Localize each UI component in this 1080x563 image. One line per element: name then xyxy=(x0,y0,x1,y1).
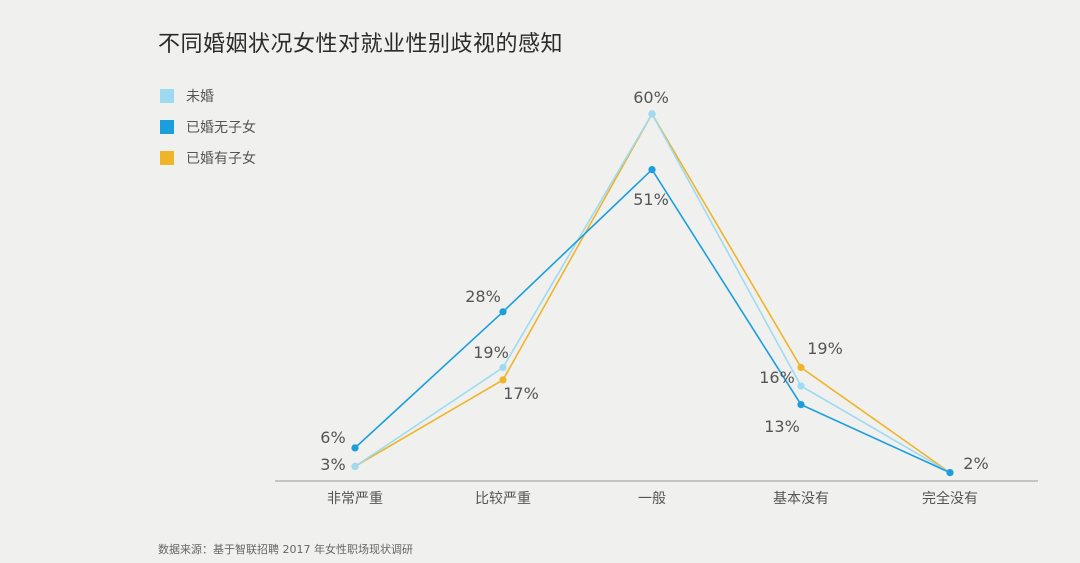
source-note: 数据来源：基于智联招聘 2017 年女性职场现状调研 xyxy=(158,543,413,556)
legend-item-unmarried: 未婚 xyxy=(160,80,256,111)
data-label: 19% xyxy=(473,343,509,362)
x-tick-label: 比较严重 xyxy=(475,491,531,507)
legend-label-unmarried: 未婚 xyxy=(186,88,214,105)
series-line-1 xyxy=(354,168,951,474)
data-point xyxy=(648,166,656,174)
data-point xyxy=(499,363,507,372)
legend-item-married-no-children: 已婚无子女 xyxy=(160,111,256,142)
data-label: 16% xyxy=(759,368,795,387)
legend-label-married-with-children: 已婚有子女 xyxy=(186,150,256,167)
legend-swatch-married-with-children xyxy=(160,150,174,165)
data-label: 28% xyxy=(465,287,501,306)
data-point xyxy=(946,469,954,477)
data-point xyxy=(648,110,656,118)
data-label: 6% xyxy=(320,428,345,447)
data-label: 17% xyxy=(503,384,539,403)
data-label: 13% xyxy=(764,417,800,436)
data-point xyxy=(351,444,359,452)
data-label: 2% xyxy=(963,454,988,473)
data-point xyxy=(797,382,805,390)
data-labels: 6% 3% 28% 19% 17% 60% 51% 19% 16% 13% 2% xyxy=(320,88,988,474)
x-tick-labels: 非常严重 比较严重 一般 基本没有 完全没有 xyxy=(327,490,978,507)
legend-label-married-no-children: 已婚无子女 xyxy=(186,119,256,136)
legend-swatch-married-no-children xyxy=(160,119,174,134)
x-tick-label: 非常严重 xyxy=(327,491,383,507)
series-points xyxy=(351,110,954,477)
x-tick-label: 基本没有 xyxy=(773,490,829,507)
data-point xyxy=(797,363,805,372)
data-label: 51% xyxy=(633,190,669,209)
data-point xyxy=(499,308,507,316)
data-label: 19% xyxy=(807,339,843,358)
x-tick-label: 完全没有 xyxy=(922,490,978,507)
legend: 未婚 已婚无子女 已婚有子女 xyxy=(160,80,256,173)
legend-swatch-unmarried xyxy=(160,88,174,103)
data-point xyxy=(351,462,359,470)
data-point xyxy=(499,376,507,384)
data-label: 3% xyxy=(320,455,345,474)
data-label: 60% xyxy=(633,88,669,107)
legend-item-married-with-children: 已婚有子女 xyxy=(160,142,256,173)
data-point xyxy=(797,401,805,409)
chart-title: 不同婚姻状况女性对就业性别歧视的感知 xyxy=(158,32,564,57)
x-tick-label: 一般 xyxy=(638,491,666,507)
